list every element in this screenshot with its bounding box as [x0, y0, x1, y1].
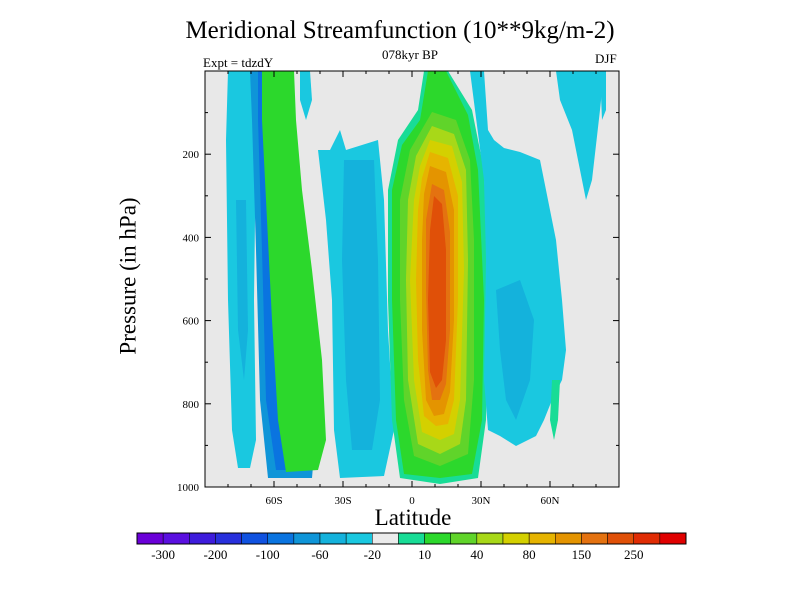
colorbar-box	[319, 532, 347, 545]
colorbar-box	[293, 532, 321, 545]
contour-fields	[226, 71, 606, 484]
colorbar-box	[241, 532, 268, 545]
contour-hadley-300	[428, 196, 446, 388]
colorbar-box	[633, 532, 661, 545]
contour-ferrel-s-inner	[342, 160, 380, 450]
x-tick-label: 60N	[541, 495, 560, 507]
y-tick-label: 1000	[177, 482, 200, 494]
colorbar-label: -60	[311, 547, 328, 562]
colorbar-label: 40	[470, 547, 483, 562]
contour-sh-green	[262, 71, 326, 472]
contour-nh-small	[550, 380, 560, 440]
contour-nh-polar2	[600, 71, 606, 120]
colorbar-box	[189, 532, 216, 545]
contour-nh-outer	[470, 71, 566, 446]
y-tick-label: 600	[183, 316, 200, 328]
colorbar-box	[659, 532, 687, 545]
colorbar-label: 150	[572, 547, 592, 562]
colorbar-box	[398, 532, 425, 545]
colorbar-box	[345, 532, 373, 545]
colorbar-label: 10	[418, 547, 431, 562]
colorbar-box	[424, 532, 451, 545]
colorbar-box	[476, 532, 504, 545]
contour-sh-inner	[236, 200, 248, 380]
colorbar-box	[502, 532, 530, 545]
colorbar-box	[450, 532, 478, 545]
y-tick-label: 800	[183, 399, 200, 411]
contour-sh-polar	[300, 71, 312, 120]
colorbar-box	[372, 532, 399, 545]
colorbar-box	[528, 532, 556, 545]
y-tick-label: 200	[183, 149, 200, 161]
contour-nh-polar	[556, 71, 604, 200]
colorbar: -300 -200 -100 -60 -20 10 40 80 150 250	[136, 532, 687, 562]
x-tick-label: 30S	[334, 495, 351, 507]
y-tick-label: 400	[183, 232, 200, 244]
colorbar-label: -300	[151, 547, 175, 562]
colorbar-label: -100	[256, 547, 280, 562]
colorbar-box	[136, 532, 164, 545]
contour-nh-inner	[496, 280, 534, 420]
colorbar-box	[215, 532, 242, 545]
x-tick-label: 60S	[265, 495, 282, 507]
chart-title: Meridional Streamfunction (10**9kg/m-2)	[185, 17, 615, 44]
colorbar-frame	[136, 532, 687, 545]
colorbar-label: -20	[364, 547, 381, 562]
colorbar-box	[267, 532, 295, 545]
x-axis-label: Latitude	[374, 505, 452, 530]
colorbar-box	[607, 532, 634, 545]
colorbar-box	[555, 532, 582, 545]
experiment-label: Expt = tdzdY	[203, 55, 274, 70]
colorbar-box	[581, 532, 608, 545]
x-tick-label: 0	[409, 495, 415, 507]
x-tick-label: 30N	[472, 495, 491, 507]
colorbar-box	[162, 532, 190, 545]
y-axis-ticks: 200 400 600 800 1000	[177, 112, 619, 494]
x-axis-ticks: 60S 30S 0 30N 60N	[227, 71, 597, 507]
chart-subtitle: 078kyr BP	[382, 47, 438, 62]
season-label: DJF	[595, 51, 617, 66]
colorbar-label: -200	[204, 547, 228, 562]
colorbar-label: 80	[523, 547, 536, 562]
colorbar-label: 250	[624, 547, 644, 562]
